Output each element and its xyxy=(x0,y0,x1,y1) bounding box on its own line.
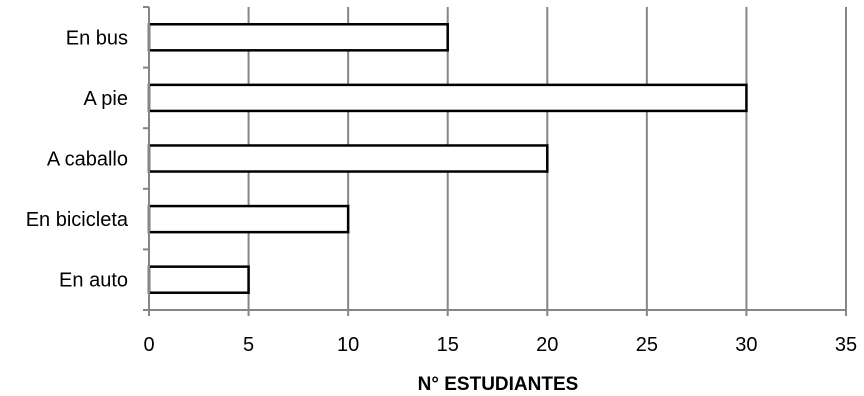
x-tick-label: 5 xyxy=(243,334,254,356)
labels: En auto En bicicleta A caballo A pie En bus 0… xyxy=(26,27,857,356)
bar-en-bus xyxy=(147,23,449,52)
x-tick-label: 15 xyxy=(437,334,459,356)
category-label: A pie xyxy=(84,88,128,110)
x-tick-label: 20 xyxy=(536,334,558,356)
category-label: A caballo xyxy=(47,149,128,171)
category-label: En auto xyxy=(59,270,128,292)
axes xyxy=(143,6,847,316)
category-label: En bicicleta xyxy=(26,209,129,231)
x-tick-label: 25 xyxy=(636,334,658,356)
bar-a-caballo xyxy=(147,144,549,173)
x-tick-label: 35 xyxy=(835,334,857,356)
category-label: En bus xyxy=(66,27,128,49)
bar-a-pie xyxy=(147,83,748,113)
x-axis-title: N° ESTUDIANTES xyxy=(418,374,579,395)
x-tick-label: 0 xyxy=(143,334,154,356)
bars xyxy=(147,23,748,294)
x-tick-label: 10 xyxy=(337,334,359,356)
bar-en-bicicleta xyxy=(147,204,350,234)
x-tick-label: 30 xyxy=(735,334,757,356)
bar-en-auto xyxy=(147,265,250,294)
